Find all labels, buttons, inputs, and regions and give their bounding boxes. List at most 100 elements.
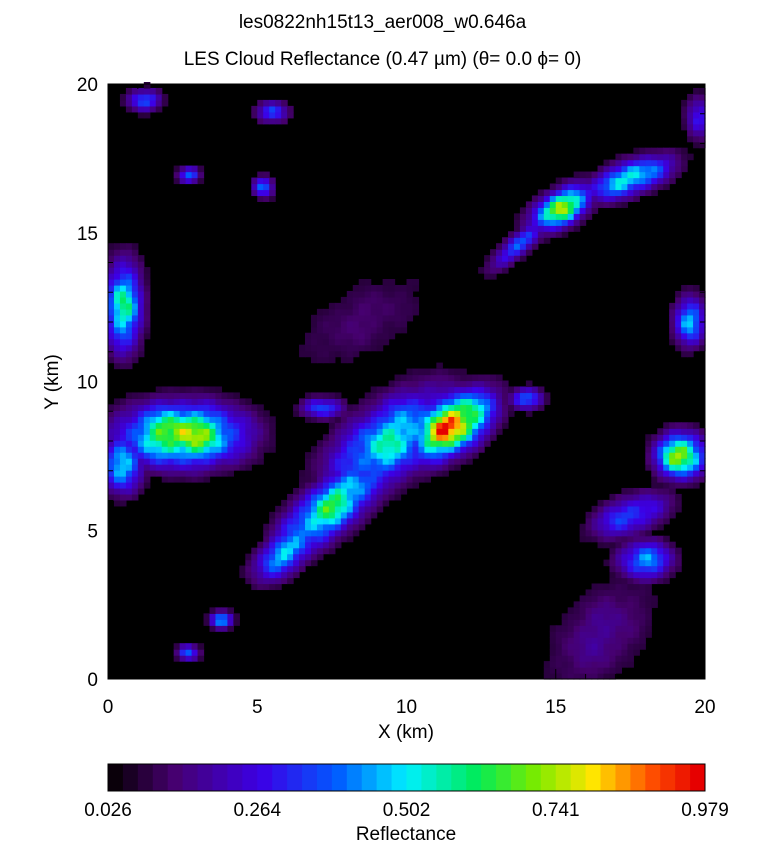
heatmap-cell — [513, 249, 521, 256]
heatmap-cell — [382, 493, 390, 501]
heatmap-cell — [490, 380, 497, 388]
heatmap-cell — [687, 314, 694, 322]
heatmap-cell — [167, 452, 175, 459]
heatmap-cell — [621, 165, 628, 173]
heatmap-cell — [382, 392, 390, 400]
heatmap-cell — [567, 655, 575, 662]
heatmap-cell — [346, 326, 354, 334]
heatmap-cell — [430, 392, 437, 400]
heatmap-cell — [137, 302, 145, 310]
heatmap-cell — [299, 404, 306, 411]
heatmap-cell — [125, 434, 133, 441]
heatmap-cell — [215, 446, 223, 453]
heatmap-cell — [448, 392, 455, 400]
heatmap-cell — [340, 535, 348, 543]
heatmap-cell — [287, 571, 294, 579]
heatmap-cell — [561, 625, 569, 632]
heatmap-cell — [287, 493, 294, 501]
heatmap-cell — [322, 535, 330, 543]
heatmap-cell — [376, 464, 384, 471]
heatmap-cell — [239, 404, 246, 411]
heatmap-cell — [693, 320, 700, 328]
heatmap-cell — [657, 464, 664, 471]
heatmap-cell — [185, 404, 193, 411]
heatmap-cell — [275, 523, 282, 531]
heatmap-cell — [310, 499, 318, 507]
heatmap-cell — [657, 511, 664, 519]
heatmap-cell — [185, 470, 193, 477]
heatmap-cell — [627, 613, 634, 620]
heatmap-cell — [257, 440, 264, 447]
heatmap-cell — [125, 470, 133, 477]
heatmap-cell — [346, 404, 354, 411]
heatmap-cell — [316, 446, 324, 453]
heatmap-cell — [227, 416, 234, 423]
heatmap-cell — [531, 225, 539, 232]
heatmap-cell — [603, 661, 611, 668]
heatmap-cell — [137, 458, 145, 465]
heatmap-cell — [555, 201, 563, 208]
heatmap-cell — [627, 649, 634, 656]
heatmap-cell — [519, 386, 527, 394]
heatmap-cell — [245, 571, 252, 579]
heatmap-cell — [275, 571, 282, 579]
heatmap-cell — [627, 153, 634, 161]
heatmap-cell — [657, 571, 664, 579]
colorbar-swatch — [257, 764, 273, 791]
heatmap-cell — [167, 386, 175, 394]
heatmap-cell — [263, 565, 270, 573]
heatmap-cell — [119, 404, 127, 411]
heatmap-cell — [573, 631, 581, 638]
heatmap-cell — [257, 452, 264, 459]
heatmap-cell — [400, 374, 408, 382]
heatmap-cell — [687, 320, 694, 328]
heatmap-cell — [257, 428, 264, 435]
heatmap-cell — [645, 607, 652, 614]
heatmap-cell — [573, 655, 581, 662]
heatmap-cell — [484, 255, 491, 262]
heatmap-cell — [310, 517, 318, 525]
heatmap-cell — [179, 434, 187, 441]
heatmap-cell — [681, 159, 688, 167]
heatmap-cell — [269, 434, 276, 441]
heatmap-cell — [579, 213, 587, 220]
heatmap-cell — [609, 589, 617, 597]
heatmap-cell — [460, 398, 467, 405]
heatmap-cell — [113, 314, 121, 322]
heatmap-cell — [603, 667, 611, 674]
heatmap-cell — [382, 434, 390, 441]
heatmap-cell — [239, 464, 246, 471]
heatmap-cell — [143, 416, 151, 423]
heatmap-cell — [340, 458, 348, 465]
heatmap-cell — [687, 476, 694, 483]
heatmap-cell — [567, 637, 575, 644]
heatmap-cell — [382, 410, 390, 417]
heatmap-cell — [334, 481, 342, 489]
heatmap-cell — [322, 470, 330, 477]
heatmap-cell — [406, 374, 414, 382]
heatmap-cell — [161, 458, 169, 465]
heatmap-cell — [687, 105, 694, 113]
heatmap-cell — [400, 290, 408, 298]
heatmap-cell — [328, 470, 336, 477]
colorbar-swatch — [376, 764, 393, 791]
heatmap-cell — [358, 416, 366, 423]
heatmap-cell — [687, 135, 694, 143]
colorbar-tick-label: 0.502 — [383, 800, 431, 821]
heatmap-cell — [430, 416, 437, 423]
heatmap-cell — [394, 487, 402, 495]
heatmap-cell — [436, 362, 443, 370]
heatmap-cell — [131, 332, 139, 340]
heatmap-cell — [340, 428, 348, 435]
heatmap-cell — [299, 553, 306, 561]
heatmap-cell — [346, 302, 354, 310]
heatmap-cell — [621, 601, 628, 608]
heatmap-cell — [609, 195, 617, 202]
heatmap-cell — [310, 505, 318, 513]
heatmap-cell — [633, 183, 640, 191]
heatmap-cell — [119, 416, 127, 423]
heatmap-cell — [149, 464, 157, 471]
heatmap-cell — [131, 428, 139, 435]
heatmap-cell — [603, 177, 611, 185]
heatmap-cell — [131, 422, 139, 429]
